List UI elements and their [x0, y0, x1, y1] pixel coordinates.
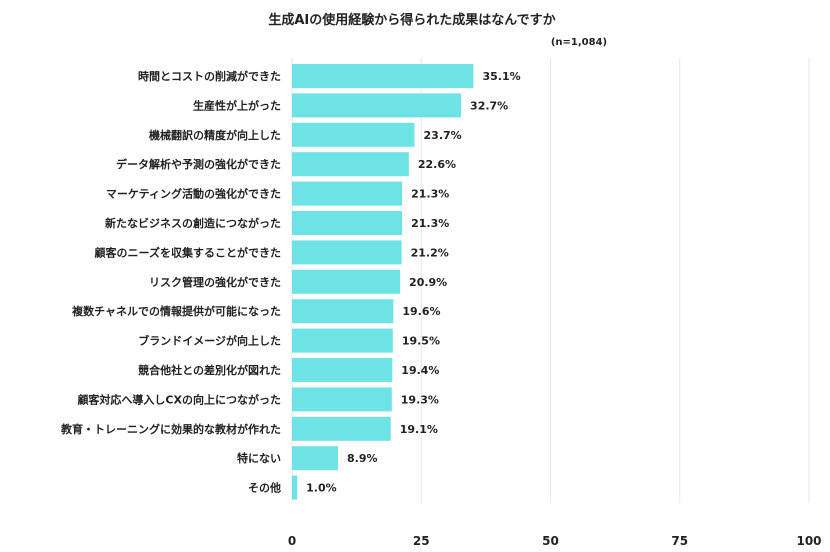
- x-tick-label: 0: [288, 534, 296, 548]
- bar: [292, 475, 298, 500]
- value-label: 22.6%: [418, 158, 456, 171]
- sample-size-note: (n=1,084): [551, 37, 607, 48]
- bar: [292, 64, 474, 88]
- value-label: 21.2%: [411, 246, 449, 259]
- category-label: 機械翻訳の精度が向上した: [149, 128, 281, 142]
- value-label: 21.3%: [411, 217, 449, 230]
- category-label: 教育・トレーニングに効果的な教材が作れた: [60, 422, 281, 436]
- chart-title: 生成AIの使用経験から得られた成果はなんですか: [268, 12, 555, 28]
- value-label: 1.0%: [306, 482, 337, 495]
- x-tick-label: 75: [671, 534, 688, 548]
- bar: [292, 93, 462, 118]
- category-label: マーケティング活動の強化ができた: [106, 187, 281, 201]
- bar: [292, 416, 391, 441]
- x-tick-label: 50: [542, 534, 559, 548]
- bars: [292, 64, 474, 500]
- value-labels: 35.1% 32.7% 23.7% 22.6% 21.3% 21.3% 21.2% 20.9%…: [306, 70, 520, 495]
- bar: [292, 240, 402, 265]
- bar: [292, 122, 415, 147]
- bar: [292, 269, 401, 294]
- bar: [292, 211, 403, 235]
- category-labels: 時間とコストの削減ができた生産性が上がった機械翻訳の精度が向上したデータ解析や予…: [60, 69, 281, 495]
- value-label: 23.7%: [424, 129, 462, 142]
- x-tick-label: 25: [413, 534, 430, 548]
- category-label: ブランドイメージが向上した: [138, 334, 281, 348]
- category-label: その他: [248, 481, 281, 495]
- value-label: 19.3%: [401, 393, 439, 406]
- bar: [292, 299, 394, 324]
- bar: [292, 152, 409, 177]
- value-label: 35.1%: [482, 70, 520, 83]
- category-label: 顧客のニーズを収集することができた: [95, 245, 281, 259]
- value-label: 19.4%: [401, 364, 439, 377]
- category-label: 生産性が上がった: [193, 98, 281, 112]
- category-label: 競合他社との差別化が図れた: [138, 363, 281, 377]
- bar: [292, 446, 339, 471]
- category-label: 複数チャネルでの情報提供が可能になった: [71, 304, 281, 318]
- value-label: 32.7%: [470, 99, 508, 112]
- category-label: データ解析や予測の強化ができた: [116, 157, 281, 171]
- bar: [292, 328, 393, 353]
- value-label: 8.9%: [347, 452, 378, 465]
- value-label: 21.3%: [411, 188, 449, 201]
- x-axis-tick-labels: 0 25 50 75 100: [288, 534, 822, 548]
- value-label: 19.5%: [402, 335, 440, 348]
- value-label: 19.1%: [400, 423, 438, 436]
- category-label: 新たなビジネスの創造につながった: [105, 216, 281, 230]
- bar: [292, 387, 392, 412]
- bar: [292, 358, 393, 382]
- bar: [292, 181, 403, 206]
- value-label: 19.6%: [402, 305, 440, 318]
- x-tick-label: 100: [796, 534, 821, 548]
- value-label: 20.9%: [409, 276, 447, 289]
- category-label: 時間とコストの削減ができた: [138, 69, 281, 83]
- category-label: リスク管理の強化ができた: [149, 275, 281, 289]
- category-label: 特にない: [237, 451, 281, 465]
- category-label: 顧客対応へ導入しCXの向上につながった: [77, 392, 281, 406]
